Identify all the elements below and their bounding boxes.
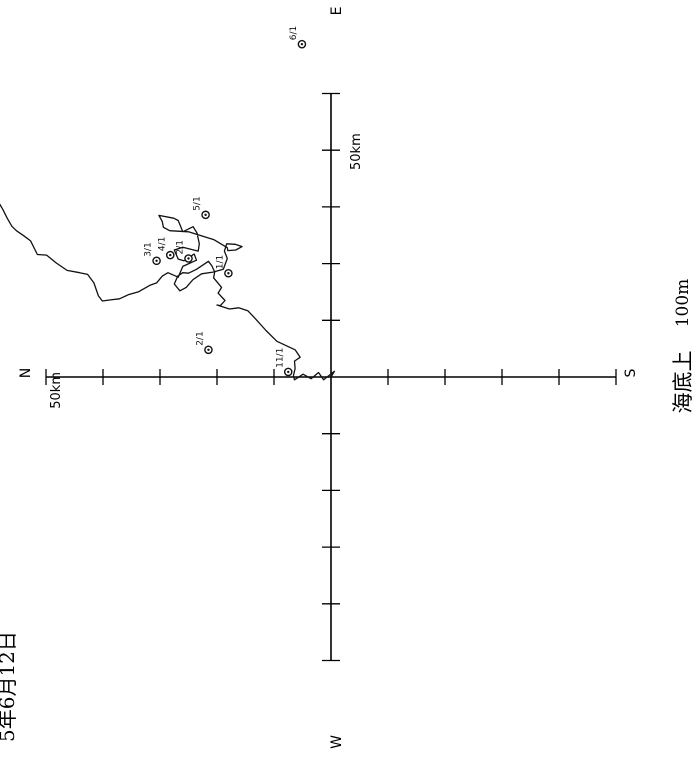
drift-track [0,203,336,381]
date-marker-label: 5/1 [193,196,203,210]
date-marker-label: 2/1 [195,331,205,345]
date-marker-label: 11/1 [275,348,285,368]
axis-ticks [45,92,617,662]
date-marker-label: 6/1 [289,26,299,40]
east-scale-label: 50km [349,133,364,170]
date-marker-label: 1/1 [215,255,225,269]
north-scale-label: 50km [49,372,64,409]
track-line [0,203,336,381]
date-marker-center [187,257,190,260]
depth-caption: 100m [673,279,693,328]
date-marker-center [227,272,230,275]
date-marker-center [204,213,207,217]
date-marker-label: 4/1 [157,237,167,251]
south-label: S [623,368,639,377]
east-label: E [329,7,345,16]
date-marker-center [169,253,172,257]
date-marker-label: 2/1 [176,240,186,254]
date-markers: 11/1 2/1 1/1 2/1 4/13/1 5/1 6/1 [144,26,307,377]
date-marker-label: 3/1 [144,242,154,256]
north-label: N [18,368,34,378]
location-caption: 海底上 [671,351,693,414]
west-label: W [329,735,345,749]
date-marker-center [155,259,158,262]
date-marker-center [207,348,210,351]
date-marker-center [300,42,304,46]
date-caption: 5年6月12日 [0,631,19,742]
date-marker-center [287,370,290,374]
